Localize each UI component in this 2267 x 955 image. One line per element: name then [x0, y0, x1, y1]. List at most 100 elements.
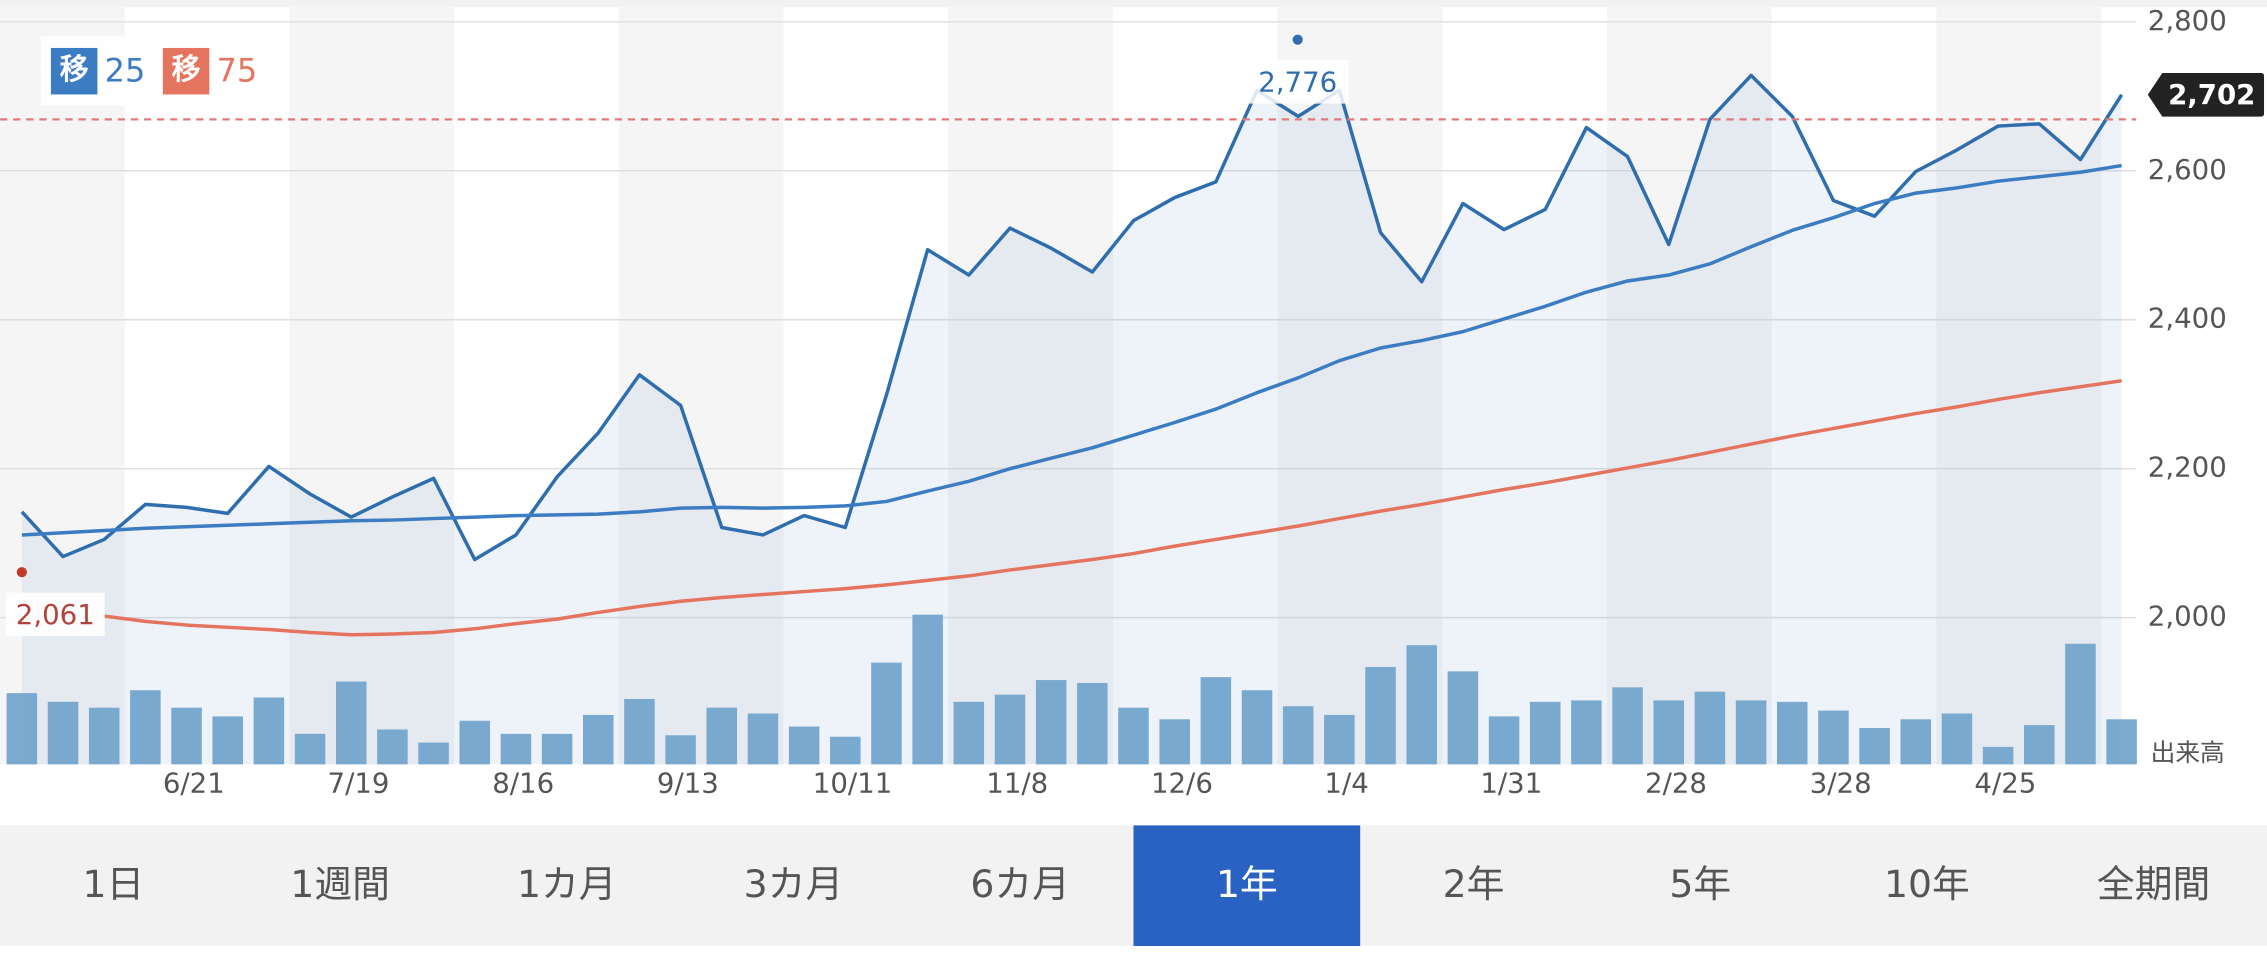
volume-bar: [541, 733, 573, 765]
volume-bar: [1282, 706, 1314, 765]
high-marker: [1292, 34, 1303, 45]
period-button[interactable]: 5年: [1669, 862, 1731, 906]
volume-bar: [1241, 690, 1273, 765]
volume-bar: [1612, 687, 1643, 765]
volume-bar: [6, 693, 38, 765]
volume-bar: [1488, 716, 1520, 765]
volume-bar: [1694, 691, 1726, 765]
volume-bar: [130, 690, 161, 765]
volume-label: 出来高: [2151, 738, 2225, 767]
low-marker: [16, 567, 27, 578]
period-button[interactable]: 1日: [83, 862, 145, 906]
period-button[interactable]: 10年: [1884, 862, 1970, 906]
period-button[interactable]: 1カ月: [517, 862, 617, 906]
volume-bar: [1776, 701, 1808, 765]
period-button[interactable]: 2年: [1443, 862, 1505, 906]
volume-bar: [1035, 680, 1067, 765]
volume-bar: [294, 733, 326, 765]
x-tick-label: 3/28: [1810, 767, 1872, 800]
x-tick-label: 1/4: [1324, 767, 1368, 800]
volume-bar: [2024, 725, 2055, 765]
x-tick-label: 11/8: [986, 767, 1048, 800]
price-line: [20, 73, 2124, 562]
legend-badge: [162, 47, 210, 95]
low-label: 2,061: [16, 598, 95, 631]
volume-bar: [583, 714, 614, 765]
x-tick-label: 7/19: [328, 767, 390, 800]
volume-bar: [747, 713, 779, 765]
volume-bar: [171, 707, 202, 765]
legend-badge-text: 移: [172, 52, 201, 86]
last-price-label: 2,702: [2168, 78, 2255, 111]
volume-bar: [1818, 710, 1849, 765]
high-label: 2,776: [1258, 65, 1337, 98]
volume-bar: [88, 707, 120, 765]
x-tick-label: 2/28: [1645, 767, 1707, 800]
y-tick-label: 2,800: [2148, 4, 2227, 37]
volume-bar: [1159, 719, 1190, 765]
volume-bar: [1406, 645, 1437, 765]
background-band: [1277, 7, 1443, 765]
volume-bar: [335, 681, 367, 765]
period-button-selected[interactable]: [1133, 825, 1361, 946]
volume-bar: [788, 726, 820, 765]
x-tick-label: 6/21: [163, 767, 225, 800]
price-area: [21, 75, 2122, 765]
y-tick-label: 2,200: [2148, 451, 2227, 484]
x-tick-label: 9/13: [657, 767, 719, 800]
volume-bar: [1447, 671, 1479, 765]
low-label-bg: [5, 592, 105, 637]
volume-bar: [1077, 682, 1108, 765]
volume-bar: [500, 733, 532, 765]
volume-bar: [2065, 643, 2096, 765]
volume-bar: [994, 694, 1026, 765]
background-band: [0, 7, 125, 765]
legend-label: 75: [217, 52, 258, 90]
volume-bar: [1653, 700, 1684, 765]
legend-label: 25: [105, 52, 146, 90]
background-band: [618, 7, 784, 765]
period-bar: [0, 825, 2267, 946]
volume-bar: [1735, 700, 1767, 765]
volume-bar: [1529, 701, 1561, 765]
volume-bar: [1324, 714, 1355, 765]
volume-bar: [2106, 719, 2137, 765]
volume-bar: [1571, 700, 1602, 765]
period-button[interactable]: 6カ月: [970, 862, 1070, 906]
period-button[interactable]: 1年: [1216, 862, 1278, 906]
x-tick-label: 8/16: [492, 767, 554, 800]
background-band: [948, 7, 1113, 765]
period-button[interactable]: 全期間: [2097, 862, 2210, 906]
high-label-bg: [1246, 60, 1349, 104]
volume-bar: [1982, 746, 2014, 765]
period-button[interactable]: 1週間: [290, 862, 390, 906]
volume-bar: [912, 614, 943, 765]
legend-badge-text: 移: [60, 52, 89, 86]
x-tick-label: 4/25: [1974, 767, 2036, 800]
background-band: [289, 7, 455, 765]
volume-bar: [418, 742, 449, 765]
volume-bar: [1941, 713, 1973, 765]
volume-bar: [377, 729, 408, 765]
moving-average-line: [21, 163, 2122, 537]
volume-bar: [1900, 719, 1932, 765]
volume-bar: [624, 698, 655, 765]
y-tick-label: 2,600: [2148, 153, 2227, 186]
top-strip: [0, 0, 2267, 8]
moving-average-line: [103, 379, 2122, 637]
volume-bar: [953, 701, 985, 765]
volume-bar: [665, 735, 696, 765]
volume-bar: [212, 716, 243, 765]
volume-bar: [1118, 707, 1149, 765]
volume-bar: [1365, 666, 1396, 765]
period-button[interactable]: 3カ月: [744, 862, 844, 906]
last-price-tag: [2147, 72, 2265, 117]
background-band: [1606, 7, 1772, 765]
y-tick-label: 2,400: [2148, 302, 2227, 335]
volume-bar: [253, 697, 285, 765]
x-tick-label: 10/11: [813, 767, 893, 800]
y-tick-label: 2,000: [2148, 600, 2227, 633]
volume-bar: [459, 720, 491, 765]
volume-bar: [1859, 728, 1890, 765]
volume-bar: [830, 736, 861, 765]
